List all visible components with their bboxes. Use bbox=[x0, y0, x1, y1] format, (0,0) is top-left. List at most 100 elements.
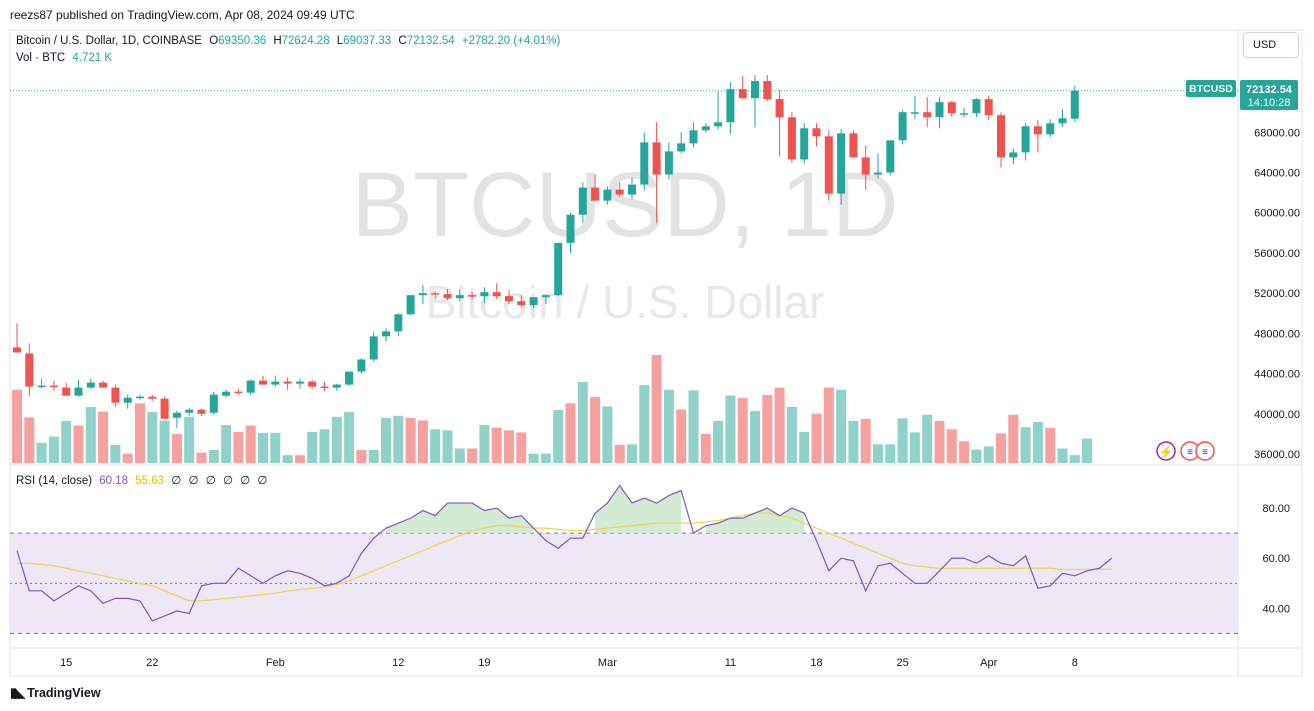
svg-text:≡: ≡ bbox=[1202, 447, 1208, 458]
volume-bar bbox=[356, 450, 367, 463]
volume-bar bbox=[85, 406, 96, 463]
open-value: 69350.36 bbox=[218, 35, 267, 47]
candle-body bbox=[726, 89, 735, 123]
volume-bar bbox=[750, 411, 760, 463]
volume-bar bbox=[934, 420, 945, 463]
rsi-lines bbox=[16, 484, 1113, 622]
candle-body bbox=[738, 89, 747, 99]
candle-body bbox=[345, 371, 354, 385]
volume-bar bbox=[836, 389, 847, 463]
candle-body bbox=[74, 387, 83, 396]
volume-bar bbox=[110, 444, 121, 463]
event-icons[interactable]: ⚡ ≡ ≡ bbox=[1156, 441, 1215, 461]
time-tick-label: Mar bbox=[598, 657, 617, 669]
price-tag: BTCUSD 72132.54 14:10:28 bbox=[10, 80, 1298, 110]
volume-bar bbox=[737, 398, 748, 463]
time-tick-label: Apr bbox=[980, 657, 997, 669]
volume-bar bbox=[405, 417, 416, 463]
volume-bar bbox=[946, 429, 957, 463]
candle-body bbox=[246, 380, 255, 393]
candle-body bbox=[664, 151, 673, 175]
open-label: O bbox=[209, 35, 219, 47]
volume-bar bbox=[860, 418, 871, 463]
candle-body bbox=[455, 295, 464, 299]
volume-bar bbox=[528, 453, 539, 463]
volume-bar bbox=[12, 389, 22, 463]
candle-body bbox=[160, 398, 169, 419]
volume-bar bbox=[996, 433, 1006, 463]
volume-bar bbox=[122, 453, 133, 463]
candle-body bbox=[800, 128, 809, 160]
symbol-tag-text: BTCUSD bbox=[1189, 83, 1233, 95]
candle-body bbox=[123, 397, 132, 403]
candle-body bbox=[578, 187, 587, 215]
volume-bar bbox=[393, 415, 404, 463]
candle-body bbox=[283, 381, 292, 384]
volume-bar bbox=[565, 403, 576, 463]
candle-body bbox=[751, 81, 759, 99]
time-tick-label: 19 bbox=[478, 657, 490, 669]
volume-bar bbox=[1045, 427, 1056, 463]
volume-bar bbox=[516, 432, 527, 463]
footer-brand[interactable]: ▮◣ TradingView bbox=[10, 685, 101, 701]
candle-body bbox=[406, 295, 415, 315]
time-tick-label: 12 bbox=[392, 657, 404, 669]
watermark-line1: BTCUSD, 1D bbox=[352, 154, 899, 256]
volume-bar bbox=[577, 382, 588, 463]
volume-bars bbox=[12, 355, 1093, 463]
volume-bar bbox=[98, 411, 109, 463]
candle-body bbox=[628, 184, 636, 195]
price-tick-label: 64000.00 bbox=[1254, 168, 1300, 180]
candle-body bbox=[62, 387, 71, 396]
volume-value: 4.721 K bbox=[72, 52, 113, 64]
volume-bar bbox=[454, 448, 465, 463]
candle-body bbox=[197, 409, 206, 414]
volume-bar bbox=[294, 455, 305, 463]
volume-bar bbox=[639, 385, 650, 463]
volume-bar bbox=[245, 425, 256, 463]
candle-body bbox=[910, 112, 919, 114]
axes: 36000.00 40000.00 44000.00 48000.00 52000.00… bbox=[60, 127, 1300, 669]
candle-body bbox=[541, 295, 550, 298]
close-value: 72132.54 bbox=[406, 35, 455, 47]
candle-body bbox=[505, 296, 513, 302]
candle-body bbox=[972, 99, 981, 114]
currency-button[interactable]: USD bbox=[1243, 32, 1299, 58]
svg-text:≡: ≡ bbox=[1187, 447, 1193, 458]
candle-body bbox=[615, 189, 624, 195]
candle-body bbox=[480, 292, 489, 297]
last-price-tag bbox=[1240, 80, 1298, 110]
candle-body bbox=[259, 380, 267, 385]
time-tick-label: 8 bbox=[1072, 657, 1078, 669]
candle-body bbox=[763, 81, 772, 100]
volume-bar bbox=[1082, 438, 1093, 463]
candle-body bbox=[529, 297, 538, 306]
price-tick-label: 52000.00 bbox=[1254, 288, 1300, 300]
volume-bar bbox=[676, 409, 687, 463]
volume-bar bbox=[270, 432, 281, 463]
candle-body bbox=[25, 353, 34, 387]
volume-bar bbox=[417, 420, 428, 463]
volume-bar bbox=[663, 389, 674, 463]
candle-body bbox=[99, 382, 108, 388]
high-value: 72624.28 bbox=[281, 35, 330, 47]
volume-bar bbox=[48, 436, 59, 463]
volume-bar bbox=[762, 394, 773, 463]
volume-bar bbox=[491, 427, 502, 463]
volume-bar bbox=[713, 420, 724, 463]
price-tick-label: 56000.00 bbox=[1254, 248, 1300, 260]
volume-bar bbox=[442, 430, 453, 463]
candle-body bbox=[185, 409, 194, 413]
candle-body bbox=[13, 347, 21, 353]
volume-bar bbox=[873, 444, 883, 463]
candle-body bbox=[418, 293, 427, 296]
candle-body bbox=[1021, 126, 1030, 153]
rsi-value: 60.18 bbox=[99, 475, 129, 487]
volume-bar bbox=[73, 425, 84, 463]
rsi-ma-value: 55.63 bbox=[135, 475, 165, 487]
volume-bar bbox=[823, 387, 834, 463]
candles bbox=[13, 75, 1079, 428]
candle-body bbox=[787, 117, 796, 160]
volume-bar bbox=[171, 433, 182, 463]
